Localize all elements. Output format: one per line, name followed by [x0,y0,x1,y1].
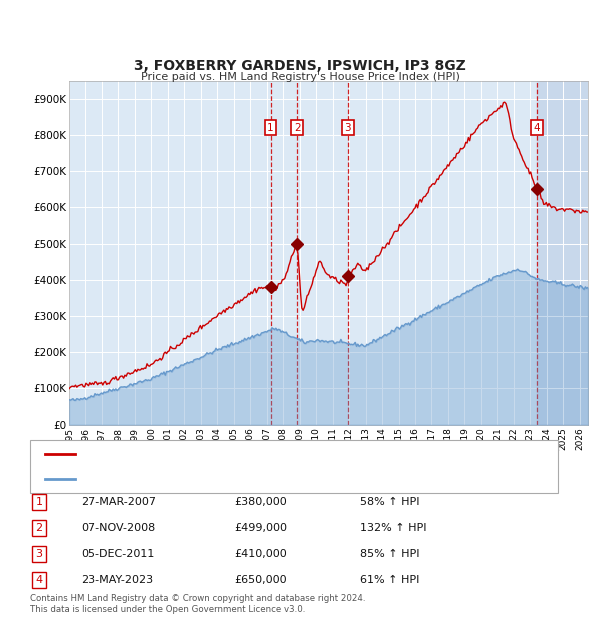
Text: 3, FOXBERRY GARDENS, IPSWICH, IP3 8GZ (detached house): 3, FOXBERRY GARDENS, IPSWICH, IP3 8GZ (d… [81,450,396,459]
Text: 23-MAY-2023: 23-MAY-2023 [81,575,153,585]
Text: 3, FOXBERRY GARDENS, IPSWICH, IP3 8GZ: 3, FOXBERRY GARDENS, IPSWICH, IP3 8GZ [134,59,466,73]
Text: 05-DEC-2011: 05-DEC-2011 [81,549,154,559]
Text: 1: 1 [35,497,43,507]
Text: £410,000: £410,000 [234,549,287,559]
Text: 3: 3 [35,549,43,559]
Text: 58% ↑ HPI: 58% ↑ HPI [360,497,419,507]
Text: £380,000: £380,000 [234,497,287,507]
Text: 3: 3 [344,123,351,133]
Text: 4: 4 [35,575,43,585]
Text: 27-MAR-2007: 27-MAR-2007 [81,497,156,507]
Text: 1: 1 [267,123,274,133]
Text: £499,000: £499,000 [234,523,287,533]
Text: 132% ↑ HPI: 132% ↑ HPI [360,523,427,533]
Text: 07-NOV-2008: 07-NOV-2008 [81,523,155,533]
Text: 85% ↑ HPI: 85% ↑ HPI [360,549,419,559]
Text: 2: 2 [35,523,43,533]
Text: 2: 2 [294,123,301,133]
Text: Price paid vs. HM Land Registry's House Price Index (HPI): Price paid vs. HM Land Registry's House … [140,72,460,82]
Text: HPI: Average price, detached house, Ipswich: HPI: Average price, detached house, Ipsw… [81,474,313,484]
Text: Contains HM Land Registry data © Crown copyright and database right 2024.
This d: Contains HM Land Registry data © Crown c… [30,595,365,614]
Bar [537,81,588,425]
Text: 61% ↑ HPI: 61% ↑ HPI [360,575,419,585]
Text: 4: 4 [533,123,540,133]
Text: £650,000: £650,000 [234,575,287,585]
